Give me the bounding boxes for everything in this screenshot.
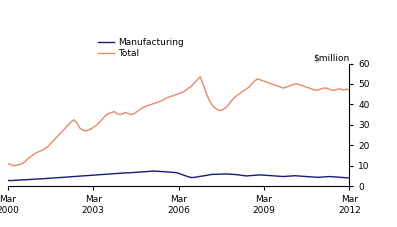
Text: $million: $million	[313, 53, 349, 62]
Legend: Manufacturing, Total: Manufacturing, Total	[98, 38, 184, 58]
